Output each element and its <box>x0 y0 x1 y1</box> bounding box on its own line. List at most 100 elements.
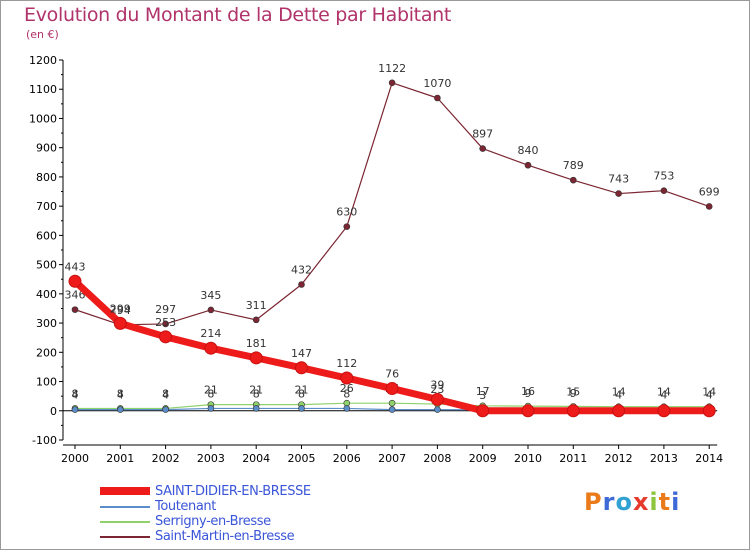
legend-swatch <box>100 536 150 538</box>
data-point <box>343 405 351 412</box>
data-point <box>252 316 260 324</box>
legend-swatch <box>100 506 150 508</box>
x-tick-label: 2010 <box>514 452 542 465</box>
data-point <box>159 330 173 344</box>
data-point <box>295 361 308 375</box>
logo-letter: t <box>658 488 672 516</box>
data-label: 8 <box>72 387 79 400</box>
data-label: 4 <box>72 389 79 402</box>
data-point <box>476 404 490 418</box>
data-label: 14 <box>612 386 626 399</box>
data-label: 23 <box>430 383 444 396</box>
data-label: 21 <box>204 384 218 397</box>
x-tick-label: 2011 <box>559 452 587 465</box>
legend-label: SAINT-DIDIER-EN-BRESSE <box>155 484 311 499</box>
data-label: 4 <box>706 389 713 402</box>
x-tick-label: 2004 <box>242 452 270 465</box>
line-chart: -100 0 100 200 300 400 500 600 700 800 900 1000 1100… <box>29 54 723 465</box>
data-label: 112 <box>336 357 357 370</box>
data-label: 76 <box>385 368 399 381</box>
y-tick-label: 800 <box>36 171 57 184</box>
proxiti-logo: Proxiti <box>584 488 680 516</box>
series-line <box>74 82 710 326</box>
data-label: 743 <box>608 173 629 186</box>
data-point <box>340 371 354 385</box>
data-point <box>702 404 716 418</box>
y-tick-label: 1000 <box>29 112 57 125</box>
data-label: 630 <box>336 206 357 219</box>
data-label: 346 <box>65 289 86 302</box>
x-tick-label: 2003 <box>197 452 225 465</box>
y-tick-label: 400 <box>36 288 57 301</box>
x-tick-label: 2009 <box>469 452 497 465</box>
data-point <box>434 94 441 102</box>
data-label: 21 <box>249 384 263 397</box>
x-tick-label: 2008 <box>423 452 451 465</box>
legend-swatch <box>100 521 150 523</box>
data-label: 214 <box>200 327 221 340</box>
data-point <box>430 392 444 406</box>
data-point <box>388 399 396 407</box>
data-label: 17 <box>476 385 490 398</box>
data-point <box>660 187 668 194</box>
data-point <box>569 176 577 184</box>
data-label: 181 <box>246 337 267 350</box>
y-tick-label: -100 <box>32 434 57 447</box>
data-point <box>252 405 260 412</box>
data-point <box>524 161 532 169</box>
x-tick-label: 2000 <box>61 452 89 465</box>
x-tick-label: 2005 <box>288 452 316 465</box>
data-point <box>615 190 622 197</box>
data-point <box>385 382 399 396</box>
logo-letter: i <box>671 488 681 516</box>
data-point <box>566 404 580 418</box>
data-label: 8 <box>162 387 169 400</box>
logo-letter: x <box>632 488 650 516</box>
data-label: 8 <box>207 387 214 400</box>
data-label: 699 <box>699 185 720 198</box>
data-label: 753 <box>653 170 674 183</box>
data-point <box>162 406 169 413</box>
data-point <box>298 405 305 412</box>
data-label: 147 <box>291 347 312 360</box>
data-point <box>388 79 396 87</box>
y-tick-label: 700 <box>36 200 57 213</box>
data-point <box>207 405 215 412</box>
x-tick-label: 2013 <box>650 452 678 465</box>
data-label: 1122 <box>378 62 406 75</box>
data-label: 16 <box>521 385 535 398</box>
data-label: 311 <box>246 299 267 312</box>
data-label: 3 <box>479 389 486 402</box>
data-label: 897 <box>472 128 493 141</box>
series-saint-martin-en-bresse: 346 294 297 345 311 432 630 1122 1070 897 840 789 74… <box>65 62 720 329</box>
y-tick-label: 600 <box>36 229 57 242</box>
data-point <box>71 306 79 313</box>
x-tick-label: 2012 <box>605 452 633 465</box>
data-label: 1070 <box>423 77 451 90</box>
chart-title: Evolution du Montant de la Dette par Hab… <box>24 4 452 26</box>
series-layer: 346 294 297 345 311 432 630 1122 1070 897 840 789 74… <box>65 62 720 418</box>
y-tick-label: 200 <box>36 346 57 359</box>
x-tick-label: 2001 <box>106 452 134 465</box>
data-point <box>705 203 713 210</box>
y-tick-label: 1100 <box>29 83 57 96</box>
data-point <box>113 316 127 330</box>
legend-label: Saint-Martin-en-Bresse <box>155 529 295 544</box>
data-label: 39 <box>430 378 444 391</box>
data-label: 299 <box>110 302 131 315</box>
data-label: 8 <box>117 387 124 400</box>
data-label: 8 <box>298 387 305 400</box>
x-tick-label: 2002 <box>152 452 180 465</box>
data-point <box>388 406 396 413</box>
data-label: 345 <box>200 289 221 302</box>
data-label: 294 <box>110 304 131 317</box>
data-label: 15 <box>566 385 580 398</box>
data-point <box>162 320 169 328</box>
data-label: 432 <box>291 263 312 276</box>
data-label: 21 <box>295 384 309 397</box>
data-point <box>71 406 79 413</box>
data-point <box>612 404 626 418</box>
y-tick-label: 100 <box>36 376 57 389</box>
